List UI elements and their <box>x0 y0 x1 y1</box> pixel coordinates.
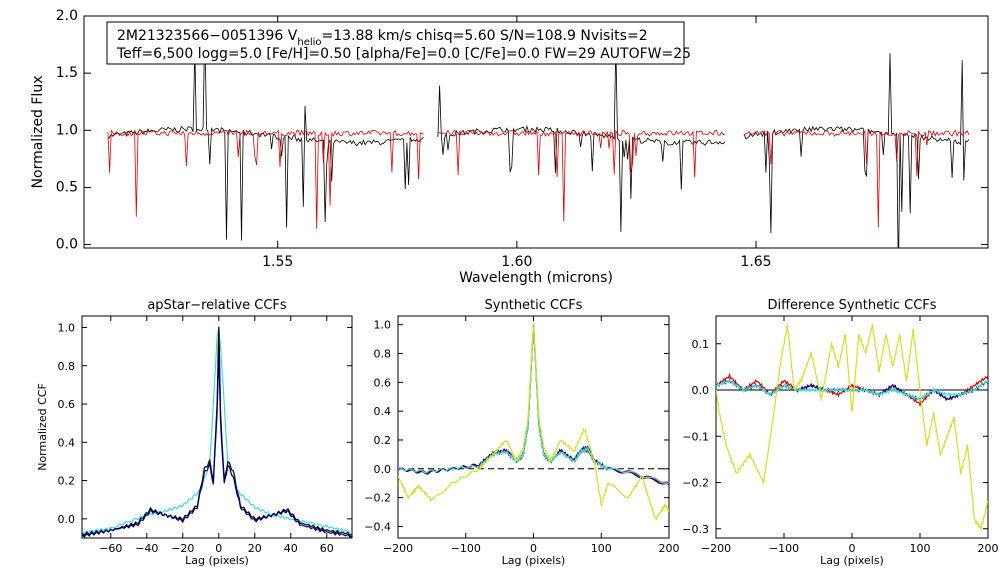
x-tick-label: −200 <box>701 542 731 555</box>
y-tick-label: 0.0 <box>692 384 710 397</box>
x-tick-label: 60 <box>320 542 334 555</box>
nvisits: Nvisits=2 <box>580 28 647 44</box>
plot-frame <box>81 315 353 539</box>
spectrum-line-observed <box>437 42 726 232</box>
y-tick-label: 0.6 <box>374 376 392 389</box>
series-line-visit-1 <box>82 326 352 537</box>
x-axis-label: Lag (pixels) <box>185 554 249 567</box>
series-group <box>398 323 669 521</box>
info-box <box>106 21 685 65</box>
y-tick-label: 0.2 <box>374 434 392 447</box>
series-line-visit-1 <box>398 323 669 484</box>
y-tick-label: 0.6 <box>58 398 76 411</box>
spectrum-line-model <box>437 129 726 222</box>
v-label: V <box>288 28 298 44</box>
x-tick-label: 100 <box>910 542 931 555</box>
spectrum-line-observed <box>107 22 424 241</box>
x-tick-label: −20 <box>171 542 194 555</box>
x-tick-label: 1.60 <box>501 254 532 270</box>
series-line-visit-2 <box>398 323 669 486</box>
y-tick-label: −0.2 <box>682 477 709 490</box>
y-tick-label: 1.0 <box>374 319 392 332</box>
y-axis-label: Normalized Flux <box>30 76 46 189</box>
x-tick-label: 200 <box>978 542 999 555</box>
y-tick-label: 0.4 <box>58 436 76 449</box>
plot-frame <box>715 315 989 539</box>
y-tick-label: 1.5 <box>56 65 78 81</box>
series-line-combined <box>82 328 352 534</box>
x-tick-label: 0 <box>530 542 537 555</box>
x-tick-label: −200 <box>383 542 413 555</box>
x-tick-label: −100 <box>451 542 481 555</box>
panel-title: Synthetic CCFs <box>485 298 583 313</box>
y-tick-label: 2.0 <box>56 8 78 24</box>
plot-frame <box>83 15 989 249</box>
y-tick-label: 0.4 <box>374 405 392 418</box>
y-tick-label: 0.0 <box>58 513 76 526</box>
series-group <box>107 22 970 248</box>
series-line-template <box>716 323 988 531</box>
y-tick-label: −0.3 <box>682 523 709 536</box>
panel-title: Difference Synthetic CCFs <box>767 298 936 313</box>
info-line-2: Teff=6,500 logg=5.0 [Fe/H]=0.50 [alpha/F… <box>116 46 691 62</box>
synthetic-ccf-panel: −200 −100 0 100 200 −0.4 −0.2 0.0 0.2 0.4 0.6 0.8 1.… <box>364 298 679 567</box>
y-tick-label: −0.1 <box>682 430 709 443</box>
series-line-combined <box>398 323 669 485</box>
y-tick-label: 0.8 <box>374 347 392 360</box>
spectrum-line-model <box>107 129 424 229</box>
y-tick-label: −0.4 <box>364 520 391 533</box>
spectrum-panel: 1.55 1.60 1.65 0.0 0.5 1.0 1.5 2.0 Wavelength (m… <box>30 8 989 286</box>
x-tick-label: 0 <box>215 542 222 555</box>
y-tick-label: 0.0 <box>56 237 78 253</box>
chisq: chisq=5.60 <box>416 28 500 44</box>
apstar-ccf-panel: −60 −40 −20 0 20 40 60 0.0 0.2 0.4 0.6 0.8 1.0 Lag (p… <box>36 298 353 567</box>
y-tick-label: 0.2 <box>58 475 76 488</box>
y-axis-label: Normalized CCF <box>36 383 49 471</box>
y-tick-label: 0.5 <box>56 179 78 195</box>
y-tick-label: 0.1 <box>692 338 710 351</box>
series-group <box>716 323 988 531</box>
x-tick-label: −100 <box>769 542 799 555</box>
y-tick-label: 1.0 <box>58 321 76 334</box>
x-axis-label: Wavelength (microns) <box>459 270 613 286</box>
spectrum-line-model <box>743 129 970 228</box>
x-tick-label: 20 <box>248 542 262 555</box>
x-tick-label: 100 <box>591 542 612 555</box>
x-tick-label: 200 <box>659 542 680 555</box>
x-tick-label: 0 <box>849 542 856 555</box>
y-tick-label: −0.2 <box>364 492 391 505</box>
x-axis-label: Lag (pixels) <box>820 554 884 567</box>
series-line-combined <box>716 378 988 402</box>
series-line-template <box>398 323 669 521</box>
star-id: 2M21323566−0051396 <box>117 28 288 44</box>
x-tick-label: −40 <box>135 542 158 555</box>
x-tick-label: 1.65 <box>740 254 771 270</box>
info-line-1: 2M21323566−0051396 Vhelio=13.88 km/s chi… <box>117 28 648 48</box>
difference-ccf-panel: −200 −100 0 100 200 −0.3 −0.2 −0.1 0.0 0.1 Lag (pi… <box>682 298 998 567</box>
y-tick-label: 1.0 <box>56 122 78 138</box>
panel-title: apStar−relative CCFs <box>147 298 287 313</box>
y-tick-label: 0.8 <box>58 360 76 373</box>
series-group <box>82 326 352 538</box>
series-line-visit-2 <box>82 355 352 538</box>
x-tick-label: 1.55 <box>262 254 293 270</box>
v-sub: helio <box>297 37 321 48</box>
plot-frame <box>397 315 670 539</box>
y-tick-label: 0.0 <box>374 463 392 476</box>
signal-to-noise: S/N=108.9 <box>500 28 580 44</box>
spectrum-line-observed <box>743 53 970 248</box>
x-tick-label: 40 <box>284 542 298 555</box>
x-axis-label: Lag (pixels) <box>502 554 566 567</box>
x-tick-label: −60 <box>99 542 122 555</box>
v-value: =13.88 km/s <box>322 28 416 44</box>
